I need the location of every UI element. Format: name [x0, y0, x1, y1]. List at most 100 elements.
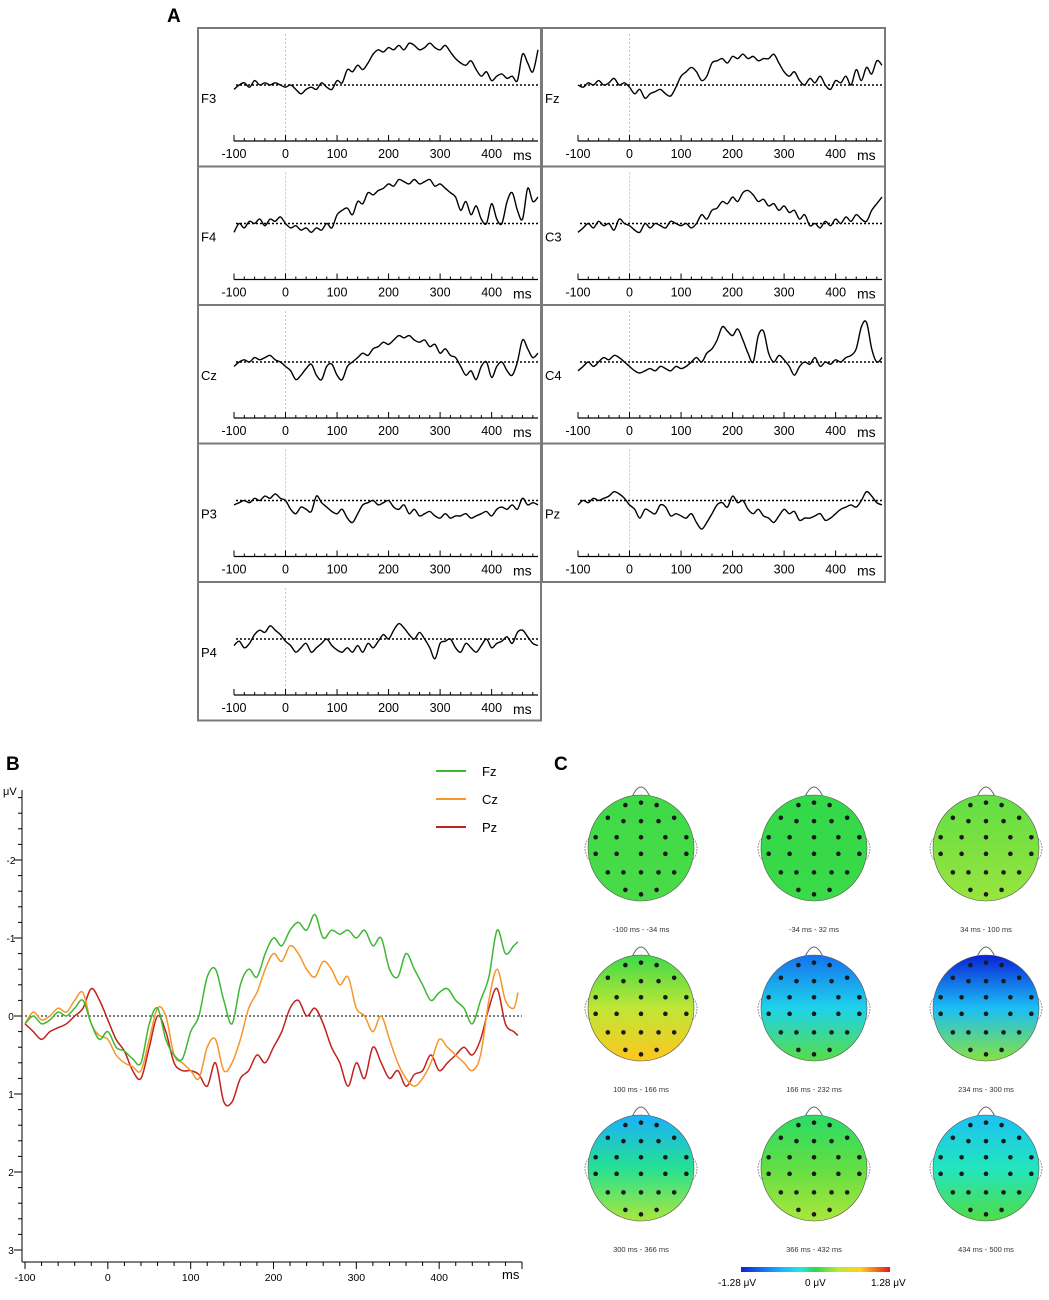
x-tick-label: 400 [481, 147, 502, 161]
electrode-dot [811, 892, 817, 897]
electrode-dot [983, 960, 989, 965]
x-tick-label: 200 [722, 563, 743, 577]
electrode-dot [623, 1047, 628, 1053]
x-tick-label: 0 [282, 147, 289, 161]
x-tick-label: 0 [626, 147, 633, 161]
electrode-dot [796, 887, 801, 893]
electrode-dot [778, 1030, 784, 1035]
electrode-dot [1016, 1190, 1022, 1195]
x-tick-label: 100 [671, 286, 692, 300]
electrode-dot [638, 1190, 644, 1195]
electrode-dot [829, 1138, 834, 1144]
electrode-dot [684, 1171, 689, 1177]
electrode-dot [614, 1154, 619, 1160]
electrode-dot [621, 1138, 626, 1144]
electrode-dot [623, 802, 628, 808]
legend: Fz Cz Pz [436, 764, 498, 835]
electrode-dot [654, 887, 659, 893]
right-ear-outline [1037, 837, 1043, 861]
erp-trace-f4 [233, 178, 539, 234]
electrode-dot [966, 1030, 971, 1035]
x-tick-label: 100 [671, 563, 692, 577]
electrode-dot [827, 802, 832, 808]
electrode-dot [684, 1154, 689, 1160]
x-tick-label: -100 [221, 701, 246, 715]
electrode-dot [966, 818, 971, 824]
electrode-dot [811, 1120, 817, 1125]
nose-outline [631, 1106, 651, 1118]
electrode-dot [787, 851, 792, 857]
x-tick-label: 400 [825, 424, 846, 438]
electrode-dot [966, 1190, 971, 1195]
legend-label-cz: Cz [482, 792, 498, 807]
electrode-dot [663, 1171, 668, 1177]
scalp-map [760, 954, 868, 1062]
x-tick-label: 0 [626, 286, 633, 300]
x-tick-label: 200 [378, 286, 399, 300]
x-tick-label: 100 [327, 701, 348, 715]
electrode-dot [829, 1190, 834, 1195]
electrode-dot [938, 1011, 943, 1017]
electrode-dot [663, 1154, 668, 1160]
electrode-dot [796, 962, 801, 968]
electrode-dot [605, 1135, 611, 1141]
electrode-dot [663, 851, 668, 857]
colorbar-max-label: 1.28 μV [871, 1278, 906, 1289]
topomap-3: 34 ms - 100 ms [929, 786, 1043, 934]
topomap-time-label: -34 ms - 32 ms [789, 925, 839, 934]
topomap-time-label: -100 ms - -34 ms [613, 925, 670, 934]
electrode-dot [836, 834, 841, 840]
x-tick-label: 100 [327, 563, 348, 577]
electrode-dot [811, 1011, 817, 1017]
electrode-label: C3 [545, 230, 562, 245]
x-tick-label: -100 [565, 424, 590, 438]
electrode-dot [684, 834, 689, 840]
electrode-dot [983, 1030, 989, 1035]
electrode-dot [857, 1171, 862, 1177]
electrode-dot [844, 870, 850, 875]
electrode-dot [663, 1011, 668, 1017]
electrode-dot [811, 870, 817, 875]
electrode-dot [1001, 1030, 1006, 1035]
electrode-dot [1008, 1171, 1013, 1177]
erp-trace-p3 [233, 493, 539, 524]
electrode-dot [811, 1171, 817, 1177]
topomap-9: 434 ms - 500 ms [929, 1106, 1043, 1254]
panel-c-topomaps: C -100 ms - -34 ms -34 ms - 32 ms 34 ms - … [554, 754, 1043, 1289]
electrode-dot [638, 1052, 644, 1057]
electrode-dot [1029, 1171, 1034, 1177]
electrode-dot [827, 887, 832, 893]
electrode-dot [671, 815, 677, 821]
erp-trace-p4 [233, 622, 539, 660]
y-tick-label: 0 [8, 1012, 14, 1023]
electrode-label: Pz [545, 507, 560, 522]
x-unit-label: ms [857, 424, 876, 440]
waveform-plot: -2 -1 0 1 2 3 -100 0 100 200 300 400 [7, 790, 523, 1284]
electrode-dot [593, 994, 598, 1000]
left-ear-outline [757, 837, 763, 861]
electrode-dot [671, 1030, 677, 1035]
cell-border [197, 442, 542, 583]
x-tick-label: 300 [430, 286, 451, 300]
electrode-dot [959, 851, 964, 857]
electrode-dot [638, 994, 644, 1000]
electrode-dot [766, 834, 771, 840]
electrode-dot [983, 1138, 989, 1144]
electrode-dot [966, 870, 971, 875]
electrode-dot [959, 1011, 964, 1017]
electrode-dot [621, 818, 626, 824]
topomap-time-label: 34 ms - 100 ms [960, 925, 1012, 934]
electrode-dot [999, 962, 1004, 968]
electrode-dot [959, 1154, 964, 1160]
electrode-dot [778, 870, 784, 875]
electrode-label: C4 [545, 368, 562, 383]
topomap-6: 234 ms - 300 ms [929, 946, 1043, 1094]
electrode-dot [950, 815, 956, 821]
colorbar-min-label: -1.28 μV [718, 1278, 756, 1289]
scalp-map [587, 794, 695, 902]
topomap-1: -100 ms - -34 ms [584, 786, 698, 934]
electrode-dot [671, 1135, 677, 1141]
topomap-5: 166 ms - 232 ms [757, 946, 871, 1094]
x-tick-label: 200 [265, 1272, 283, 1284]
legend-label-pz: Pz [482, 820, 497, 835]
